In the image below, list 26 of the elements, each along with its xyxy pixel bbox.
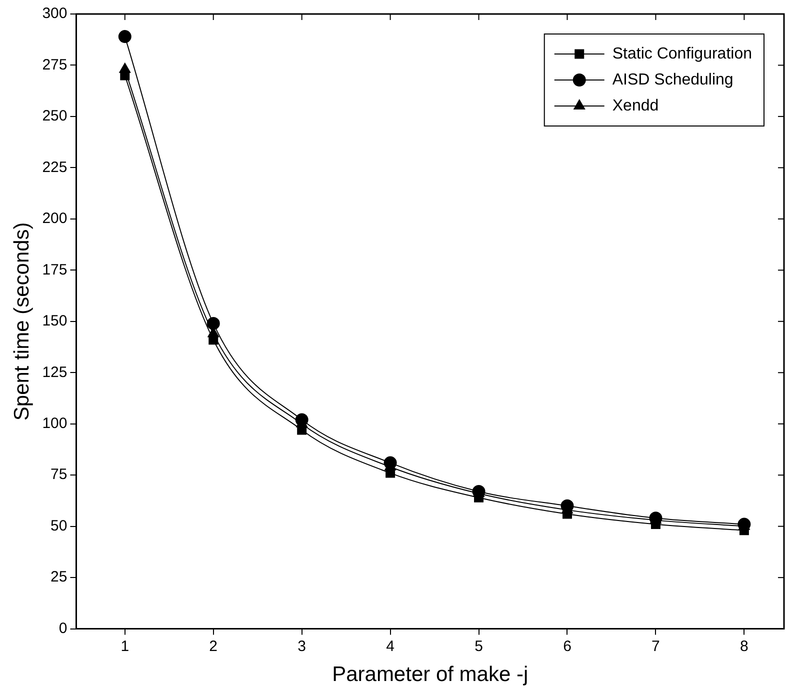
legend-label: Static Configuration: [612, 45, 752, 62]
y-tick-label: 25: [50, 568, 68, 586]
y-tick-label: 300: [42, 5, 68, 22]
y-tick-label: 125: [42, 364, 68, 381]
y-tick-label: 175: [42, 261, 68, 278]
x-tick-label: 5: [474, 638, 483, 655]
x-tick-label: 3: [298, 638, 306, 655]
x-tick-label: 7: [652, 638, 660, 655]
legend-label: AISD Scheduling: [612, 71, 734, 88]
y-axis-title: Spent time (seconds): [10, 222, 34, 421]
y-tick-label: 225: [42, 158, 68, 176]
y-tick-label: 250: [42, 108, 68, 125]
legend-label: Xendd: [612, 97, 659, 114]
y-tick-label: 0: [58, 620, 68, 637]
y-tick-label: 75: [50, 466, 68, 484]
x-tick-label: 4: [386, 638, 394, 655]
x-tick-label: 2: [209, 638, 218, 655]
y-tick-label: 50: [50, 517, 68, 534]
y-tick-label: 200: [42, 210, 68, 228]
x-tick-label: 8: [740, 638, 748, 655]
y-tick-label: 150: [42, 312, 68, 330]
x-tick-label: 6: [563, 638, 572, 655]
y-tick-label: 275: [42, 56, 68, 74]
x-axis-title: Parameter of make -j: [332, 663, 528, 686]
x-tick-label: 1: [120, 638, 130, 655]
y-tick-label: 100: [42, 415, 68, 432]
